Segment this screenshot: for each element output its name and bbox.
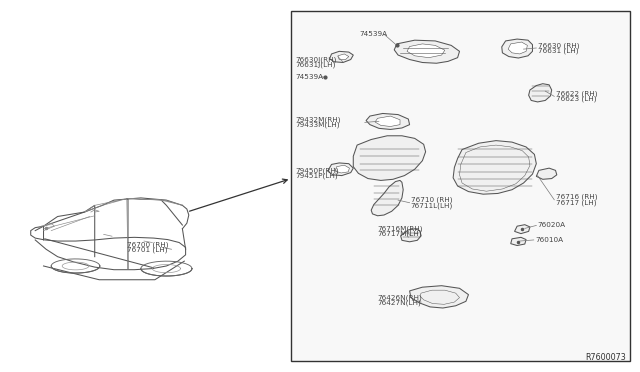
Text: 76717M(LH): 76717M(LH) (378, 231, 422, 237)
Text: 76010A: 76010A (535, 237, 563, 243)
Text: 76716M(RH): 76716M(RH) (378, 225, 423, 232)
Polygon shape (407, 44, 445, 58)
Text: 76717 (LH): 76717 (LH) (556, 199, 596, 206)
Polygon shape (335, 165, 349, 173)
Text: 79450P(RH): 79450P(RH) (296, 167, 339, 174)
Polygon shape (410, 286, 468, 308)
Polygon shape (330, 51, 353, 62)
Text: 76426N(RH): 76426N(RH) (378, 294, 422, 301)
Text: 76716 (RH): 76716 (RH) (556, 194, 597, 201)
Text: 76427N(LH): 76427N(LH) (378, 299, 421, 306)
Polygon shape (529, 84, 552, 102)
Text: 76711L(LH): 76711L(LH) (411, 202, 453, 209)
Text: 76701 (LH): 76701 (LH) (127, 247, 167, 253)
Polygon shape (515, 225, 530, 234)
Polygon shape (536, 168, 557, 179)
Polygon shape (502, 39, 532, 58)
Text: 76630 (RH): 76630 (RH) (538, 42, 579, 49)
Text: R7600073: R7600073 (585, 353, 626, 362)
Polygon shape (371, 180, 403, 216)
Text: 76631J(LH): 76631J(LH) (296, 61, 336, 68)
Text: 74539A: 74539A (360, 31, 388, 37)
Polygon shape (366, 113, 410, 129)
Text: 79432M(RH): 79432M(RH) (296, 116, 341, 123)
Text: 76622 (RH): 76622 (RH) (556, 90, 597, 97)
Polygon shape (328, 163, 353, 176)
Text: 74539A: 74539A (296, 74, 324, 80)
Polygon shape (511, 237, 526, 246)
Bar (291, 11, 630, 361)
Text: 79433M(LH): 79433M(LH) (296, 122, 340, 128)
Text: 76710 (RH): 76710 (RH) (411, 197, 452, 203)
Polygon shape (353, 136, 426, 180)
Polygon shape (401, 229, 421, 242)
Polygon shape (338, 54, 349, 60)
Text: 76700 (RH): 76700 (RH) (127, 241, 168, 248)
Polygon shape (375, 116, 400, 126)
Text: 76623 (LH): 76623 (LH) (556, 96, 596, 102)
Polygon shape (453, 141, 536, 194)
Polygon shape (394, 40, 460, 63)
Text: 79451P(LH): 79451P(LH) (296, 172, 339, 179)
Text: 76020A: 76020A (538, 222, 566, 228)
Text: 76630J(RH): 76630J(RH) (296, 56, 337, 63)
Polygon shape (508, 42, 527, 54)
Text: 76631 (LH): 76631 (LH) (538, 47, 578, 54)
